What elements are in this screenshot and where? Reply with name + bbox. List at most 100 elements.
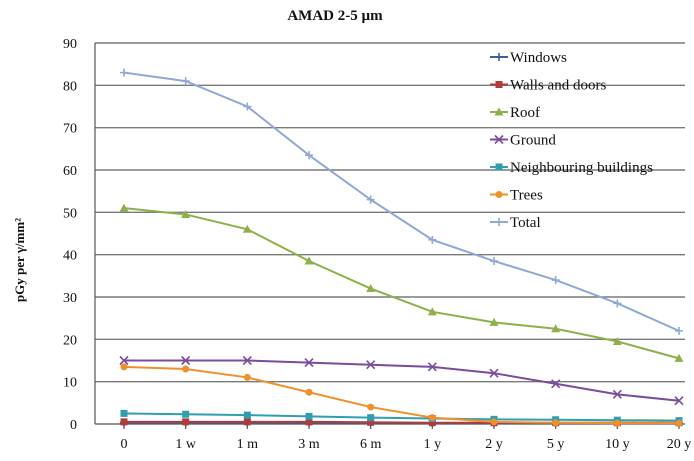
data-point: [612, 389, 622, 399]
series-lines: [119, 68, 684, 428]
y-tick-label: 40: [63, 249, 77, 264]
data-point: [675, 326, 683, 335]
data-point: [366, 360, 376, 370]
series-total: [120, 68, 683, 335]
y-tick-label: 70: [63, 122, 77, 137]
legend-label: Roof: [510, 105, 540, 121]
data-point: [305, 388, 313, 396]
legend-entry: Windows: [490, 50, 567, 66]
y-tick-label: 30: [63, 291, 77, 306]
data-point: [427, 362, 437, 372]
data-point: [551, 324, 561, 333]
data-point: [181, 355, 191, 366]
x-tick-label: 1 m: [237, 437, 259, 452]
legend-label: Windows: [510, 50, 567, 66]
data-point: [612, 336, 622, 345]
data-point: [304, 358, 314, 368]
data-point: [182, 410, 190, 418]
x-tick-label: 20 y: [667, 437, 692, 452]
data-point: [305, 151, 313, 160]
legend-label: Walls and doors: [510, 78, 606, 94]
series-roof: [119, 203, 684, 362]
legend-entry: Trees: [490, 188, 543, 204]
data-point: [181, 209, 191, 218]
x-tick-label: 5 y: [547, 437, 565, 452]
data-point: [490, 418, 498, 426]
data-point: [427, 307, 437, 316]
y-tick-labels: 0 10 20 30 40 50 60 70 80 90: [63, 37, 77, 433]
legend: Windows Walls and doors Roof Ground Neighbou…: [490, 50, 653, 231]
x-tick-label: 3 m: [298, 437, 320, 452]
y-tick-label: 20: [63, 333, 77, 348]
data-point: [367, 414, 375, 422]
data-point: [495, 53, 503, 61]
chart-title: AMAD 2-5 µm: [287, 8, 383, 24]
legend-label: Ground: [510, 133, 556, 149]
data-point: [120, 418, 128, 426]
data-point: [182, 418, 190, 426]
data-point: [428, 414, 436, 422]
x-tick-label: 0: [121, 437, 128, 452]
data-point: [551, 276, 560, 285]
data-point: [305, 412, 313, 420]
data-point: [181, 77, 190, 86]
legend-label: Trees: [510, 188, 543, 204]
data-point: [495, 163, 503, 171]
y-tick-label: 10: [63, 376, 77, 391]
series-trees: [120, 363, 683, 427]
data-point: [490, 257, 498, 266]
series-line: [124, 359, 680, 402]
y-tick-label: 50: [63, 206, 77, 221]
data-point: [495, 191, 503, 198]
data-point: [495, 218, 503, 226]
data-point: [366, 284, 376, 293]
data-point: [552, 419, 560, 427]
data-point: [495, 81, 503, 88]
legend-label: Total: [510, 215, 541, 231]
series-line: [123, 207, 680, 360]
series-line: [123, 71, 680, 332]
x-tick-label: 1 w: [175, 437, 197, 452]
data-point: [367, 418, 375, 426]
y-tick-label: 0: [70, 418, 77, 433]
legend-label: Neighbouring buildings: [510, 160, 653, 176]
data-point: [428, 235, 437, 244]
data-point: [243, 411, 251, 419]
x-tick-labels: 0 1 w 1 m 3 m 6 m 1 y 2 y 5 y 10 y 20 y: [121, 437, 692, 452]
series-line: [123, 365, 679, 425]
data-point: [366, 195, 375, 204]
x-tick-label: 6 m: [360, 437, 382, 452]
y-axis-label: pGy per γ/mm²: [12, 218, 27, 302]
data-point: [242, 355, 252, 366]
data-point: [243, 373, 251, 381]
x-tick-label: 2 y: [485, 437, 503, 452]
legend-entry: Walls and doors: [490, 78, 606, 94]
data-point: [367, 403, 375, 411]
y-tick-label: 80: [63, 79, 77, 94]
data-point: [674, 353, 684, 362]
data-point: [120, 409, 128, 417]
series-line: [123, 412, 680, 422]
legend-entry: Ground: [490, 133, 556, 149]
data-point: [242, 224, 252, 233]
x-tick-label: 1 y: [424, 437, 442, 452]
legend-entry: Total: [490, 215, 541, 231]
data-point: [182, 365, 190, 373]
data-point: [489, 368, 499, 378]
data-point: [304, 256, 314, 265]
data-point: [494, 107, 504, 116]
data-point: [305, 418, 313, 426]
data-point: [489, 317, 499, 326]
x-tick-label: 10 y: [605, 437, 630, 452]
data-point: [243, 418, 251, 426]
data-point: [120, 363, 128, 371]
y-tick-label: 60: [63, 164, 77, 179]
legend-entry: Neighbouring buildings: [490, 160, 653, 176]
data-point: [675, 419, 683, 427]
data-point: [674, 396, 684, 406]
data-point: [243, 102, 252, 111]
data-point: [119, 355, 129, 366]
legend-entry: Roof: [490, 105, 540, 121]
y-tick-label: 90: [63, 37, 77, 52]
